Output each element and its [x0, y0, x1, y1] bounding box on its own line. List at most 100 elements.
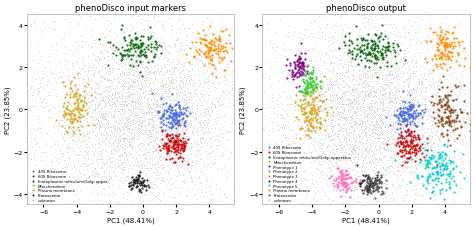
Point: [384, 130, 392, 134]
Point: [295, 90, 303, 94]
Point: [323, 103, 330, 106]
Point: [46, 69, 54, 72]
Point: [371, 44, 378, 47]
Point: [178, 75, 185, 79]
Point: [409, 38, 417, 41]
Point: [433, 46, 441, 50]
Point: [118, 46, 126, 50]
Point: [415, 24, 423, 28]
Point: [107, 63, 114, 67]
Point: [88, 143, 96, 146]
Point: [345, 138, 353, 142]
Point: [339, 190, 346, 194]
Point: [404, 128, 411, 132]
Point: [183, 35, 191, 39]
Point: [428, 154, 436, 158]
Point: [383, 95, 390, 99]
Point: [420, 132, 428, 135]
Point: [72, 152, 79, 156]
Point: [441, 163, 448, 166]
Point: [425, 138, 433, 142]
Point: [383, 16, 390, 19]
Point: [74, 140, 82, 144]
Point: [105, 78, 113, 81]
Point: [433, 130, 441, 134]
Point: [103, 52, 111, 55]
Point: [266, 41, 274, 44]
Point: [390, 117, 398, 121]
Point: [211, 67, 219, 70]
Point: [385, 103, 393, 106]
Point: [49, 131, 56, 134]
Point: [172, 134, 179, 137]
Point: [280, 195, 287, 198]
Point: [128, 186, 136, 190]
Point: [99, 131, 107, 135]
Point: [121, 64, 128, 67]
Point: [431, 166, 438, 170]
Point: [51, 122, 58, 126]
Point: [369, 89, 376, 93]
Point: [182, 213, 190, 217]
Point: [304, 86, 312, 90]
Point: [387, 124, 394, 128]
Point: [404, 60, 412, 64]
Point: [423, 165, 430, 168]
Point: [403, 122, 411, 126]
Point: [441, 48, 449, 52]
Point: [169, 99, 176, 102]
Point: [144, 46, 152, 49]
Point: [172, 134, 180, 137]
Point: [175, 14, 182, 17]
Point: [405, 91, 413, 94]
Point: [466, 90, 474, 94]
Point: [133, 136, 140, 140]
Point: [183, 167, 191, 171]
Point: [196, 59, 204, 63]
Point: [120, 67, 128, 70]
Point: [103, 101, 111, 105]
Point: [409, 72, 417, 76]
Point: [378, 172, 385, 176]
Point: [298, 91, 306, 94]
Point: [349, 73, 356, 76]
Point: [409, 145, 417, 148]
Point: [87, 116, 95, 119]
Point: [425, 84, 432, 88]
Point: [97, 50, 104, 54]
Point: [210, 44, 218, 48]
Point: [376, 54, 383, 58]
Point: [303, 83, 310, 86]
Point: [463, 143, 471, 146]
Point: [150, 120, 158, 123]
Title: phenoDisco input markers: phenoDisco input markers: [75, 4, 186, 13]
Point: [75, 118, 82, 121]
Point: [456, 110, 464, 113]
Point: [336, 78, 344, 81]
Point: [428, 156, 435, 159]
Point: [142, 128, 150, 132]
Point: [436, 121, 443, 124]
Point: [68, 86, 75, 90]
Point: [361, 145, 368, 148]
Point: [126, 41, 134, 45]
Point: [322, 99, 330, 102]
Point: [399, 140, 407, 144]
Point: [402, 112, 410, 116]
Point: [100, 105, 108, 109]
Point: [75, 157, 82, 160]
Point: [244, 80, 251, 83]
Point: [366, 182, 374, 186]
Point: [313, 102, 321, 106]
Point: [285, 25, 293, 29]
Point: [387, 82, 395, 85]
Point: [351, 150, 359, 154]
Point: [311, 133, 319, 137]
Point: [319, 99, 327, 103]
Point: [228, 76, 236, 80]
Point: [97, 120, 105, 124]
Point: [356, 195, 364, 198]
Point: [460, 92, 468, 95]
Point: [0, 34, 6, 37]
Point: [58, 76, 66, 80]
